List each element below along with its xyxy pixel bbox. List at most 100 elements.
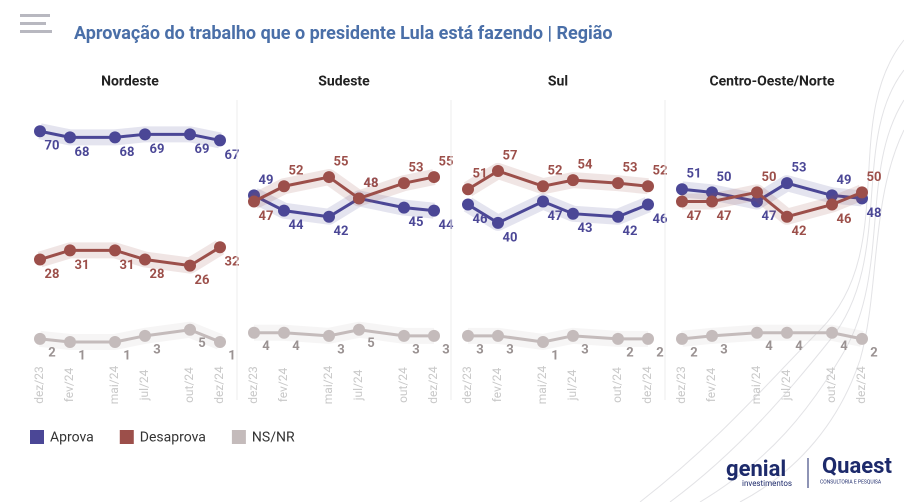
x-tick-label: fev/24 <box>276 367 290 402</box>
value-label: 4 <box>795 339 803 354</box>
x-tick-label: dez/24 <box>426 366 440 404</box>
x-tick-label: mai/24 <box>321 366 335 405</box>
point <box>64 335 76 348</box>
value-label: 51 <box>473 167 488 182</box>
point <box>323 171 335 184</box>
value-label: 67 <box>225 148 240 163</box>
value-label: 46 <box>837 212 852 227</box>
x-tick-label: jul/24 <box>351 369 365 401</box>
point <box>64 244 76 257</box>
point <box>462 183 474 196</box>
x-tick-label: mai/24 <box>535 366 549 405</box>
point <box>781 177 793 190</box>
point <box>184 323 196 336</box>
point <box>567 174 579 187</box>
x-tick-label: fev/24 <box>490 367 504 402</box>
value-label: 68 <box>120 145 135 160</box>
point <box>353 323 365 336</box>
value-label: 42 <box>334 224 349 239</box>
value-label: 3 <box>337 342 344 357</box>
point <box>398 177 410 190</box>
value-label: 52 <box>289 164 304 179</box>
value-label: 3 <box>153 342 160 357</box>
value-label: 52 <box>548 164 563 179</box>
value-label: 3 <box>506 342 513 357</box>
point <box>751 326 763 339</box>
point <box>323 210 335 223</box>
point <box>567 207 579 220</box>
value-label: 28 <box>45 267 60 282</box>
value-label: 53 <box>792 161 807 176</box>
value-label: 31 <box>75 258 90 273</box>
point <box>612 177 624 190</box>
value-label: 47 <box>687 209 702 224</box>
value-label: 53 <box>409 161 424 176</box>
x-tick-label: out/24 <box>396 367 410 403</box>
point <box>826 198 838 211</box>
legend-label: NS/NR <box>252 430 295 446</box>
point <box>642 198 654 211</box>
value-label: 55 <box>334 155 349 170</box>
panel-title: Nordeste <box>101 74 159 90</box>
point <box>64 131 76 144</box>
point <box>248 326 260 339</box>
x-tick-label: out/24 <box>824 367 838 403</box>
x-tick-label: jul/24 <box>779 369 793 401</box>
value-label: 4 <box>840 339 848 354</box>
value-label: 44 <box>289 218 304 233</box>
point <box>353 192 365 205</box>
value-label: 4 <box>292 339 300 354</box>
point <box>214 134 226 147</box>
value-label: 69 <box>150 142 165 157</box>
value-label: 49 <box>837 173 852 188</box>
brand-genial: genial <box>726 457 786 482</box>
value-label: 42 <box>623 224 638 239</box>
value-label: 53 <box>623 161 638 176</box>
x-tick-label: dez/24 <box>212 366 226 404</box>
value-label: 28 <box>150 267 165 282</box>
x-tick-label: fev/24 <box>62 367 76 402</box>
point <box>323 329 335 342</box>
x-tick-label: fev/24 <box>704 367 718 402</box>
point <box>676 332 688 345</box>
x-tick-label: out/24 <box>610 367 624 403</box>
value-label: 47 <box>717 209 732 224</box>
footer: genial investimentos Quaest CONSULTORIA … <box>726 454 892 488</box>
point <box>34 125 46 138</box>
point <box>642 180 654 193</box>
value-label: 1 <box>551 348 558 363</box>
point <box>109 244 121 257</box>
brand-quaest: Quaest <box>822 454 892 479</box>
panel-title: Sul <box>548 74 568 90</box>
point <box>537 195 549 208</box>
legend-label: Desaprova <box>140 430 206 446</box>
point <box>751 186 763 199</box>
value-label: 31 <box>120 258 135 273</box>
value-label: 1 <box>123 348 130 363</box>
value-label: 46 <box>653 212 668 227</box>
value-label: 1 <box>228 348 235 363</box>
x-tick-label: dez/23 <box>246 366 260 404</box>
point <box>139 329 151 342</box>
value-label: 3 <box>412 342 419 357</box>
point <box>214 241 226 254</box>
value-label: 48 <box>364 176 379 191</box>
value-label: 5 <box>367 336 374 351</box>
legend-swatch <box>119 430 134 444</box>
point <box>139 128 151 141</box>
point <box>567 329 579 342</box>
point <box>462 329 474 342</box>
value-label: 43 <box>578 221 593 236</box>
point <box>278 326 290 339</box>
x-tick-label: mai/24 <box>749 366 763 405</box>
panel-title: Centro-Oeste/Norte <box>709 74 835 90</box>
legend: Aprova Desaprova NS/NR <box>30 430 295 446</box>
point <box>278 204 290 217</box>
page-title: Aprovação do trabalho que o presidente L… <box>74 23 613 44</box>
point <box>139 253 151 266</box>
point <box>492 216 504 229</box>
panel-title: Sudeste <box>318 74 370 90</box>
point <box>676 195 688 208</box>
value-label: 55 <box>439 155 454 170</box>
value-label: 3 <box>476 342 483 357</box>
